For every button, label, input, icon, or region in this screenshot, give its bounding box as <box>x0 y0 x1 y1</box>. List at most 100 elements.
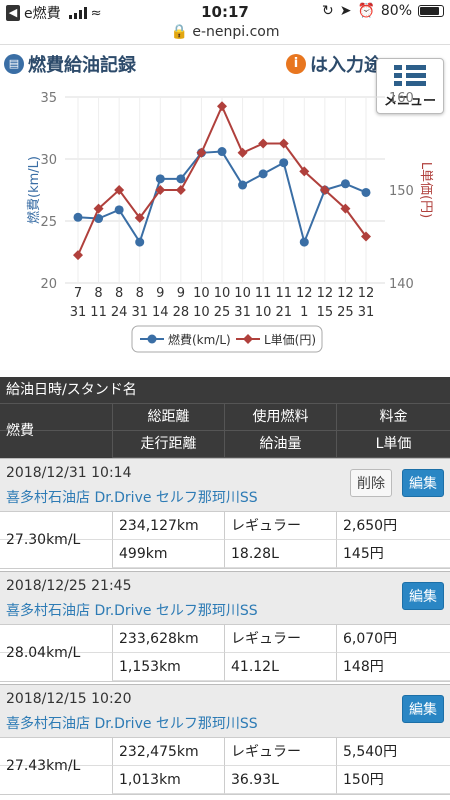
notice-link[interactable]: i は入力途 <box>286 51 382 77</box>
entry-efficiency: 27.43km/L <box>0 738 112 774</box>
x-tick-label: 11 <box>90 305 107 320</box>
x-tick-label: 9 <box>177 286 185 301</box>
entry-unit-price: 145円 <box>336 540 450 568</box>
back-arrow-icon[interactable]: ◀ <box>6 5 20 21</box>
data-point <box>258 138 269 149</box>
entry-price: 6,070円 <box>336 625 450 653</box>
page-header: ▤ 燃費給油記録 i は入力途 <box>0 44 450 80</box>
y-left-tick: 25 <box>40 215 57 230</box>
notice-text: は入力途 <box>310 55 382 76</box>
entry-trip-distance: 1,013km <box>112 766 224 794</box>
edit-button[interactable]: 編集 <box>402 695 444 723</box>
legend-marker <box>147 334 157 344</box>
data-point <box>217 147 227 157</box>
location-icon: ➤ <box>339 3 352 19</box>
battery-icon <box>418 5 444 17</box>
entry-datetime: 2018/12/15 10:20 <box>6 691 132 707</box>
entry-total-distance: 233,628km <box>112 625 224 653</box>
legend-box <box>131 325 323 353</box>
data-point <box>319 185 330 195</box>
data-point <box>279 158 289 168</box>
list-menu-icon <box>394 65 426 87</box>
entry-price: 2,650円 <box>336 512 450 540</box>
data-point <box>176 174 186 184</box>
data-point <box>135 237 145 247</box>
url-text: e-nenpi.com <box>192 24 280 40</box>
x-tick-label: 25 <box>337 305 354 320</box>
entry-datetime: 2018/12/31 10:14 <box>6 465 132 481</box>
col-price: 料金 <box>336 404 450 431</box>
delete-button[interactable]: 削除 <box>350 469 392 497</box>
x-tick-label: 28 <box>173 305 190 320</box>
data-point <box>361 231 371 242</box>
x-tick-label: 7 <box>74 286 82 301</box>
x-tick-label: 10 <box>255 305 272 320</box>
info-icon: i <box>286 54 306 74</box>
x-tick-label: 12 <box>358 286 375 301</box>
x-tick-label: 10 <box>193 305 210 320</box>
page-title: 燃費給油記録 <box>28 55 136 76</box>
entry-efficiency: 28.04km/L <box>0 625 112 661</box>
battery-percent: 80% <box>380 3 412 19</box>
x-tick-label: 31 <box>131 305 148 320</box>
col-unit-price: L単価 <box>336 431 450 458</box>
y-left-tick: 20 <box>40 277 57 292</box>
x-tick-label: 11 <box>255 286 272 301</box>
url-bar[interactable]: 🔒 e-nenpi.com <box>0 24 450 44</box>
data-point <box>114 185 125 195</box>
y-right-label: L単価(円) <box>418 162 434 218</box>
data-point <box>134 212 145 223</box>
entry-trip-distance: 499km <box>112 540 224 568</box>
x-tick-label: 12 <box>296 286 313 301</box>
entry-fuel-amount: 36.93L <box>224 766 336 794</box>
entry-unit-price: 150円 <box>336 766 450 794</box>
x-tick-label: 10 <box>214 286 231 301</box>
entry-datetime: 2018/12/25 21:45 <box>6 578 132 594</box>
status-bar: ◀ e燃費 ≈ 10:17 ↻ ➤ ⏰ 80% <box>0 0 450 24</box>
list-item: 2018/12/25 21:45 喜多村石油店 Dr.Drive セルフ那珂川S… <box>0 571 450 682</box>
entry-station-link[interactable]: 喜多村石油店 Dr.Drive セルフ那珂川SS <box>6 603 258 619</box>
data-point <box>299 166 310 177</box>
wifi-icon: ≈ <box>90 5 102 21</box>
data-point <box>299 237 309 247</box>
entry-station-link[interactable]: 喜多村石油店 Dr.Drive セルフ那珂川SS <box>6 490 258 506</box>
data-point <box>73 250 83 261</box>
data-point <box>73 212 83 222</box>
entry-total-distance: 234,127km <box>112 512 224 540</box>
entry-total-distance: 232,475km <box>112 738 224 766</box>
entry-station-link[interactable]: 喜多村石油店 Dr.Drive セルフ那珂川SS <box>6 716 258 732</box>
y-left-tick: 35 <box>40 91 57 106</box>
x-tick-label: 9 <box>156 286 164 301</box>
list-item: 2018/12/31 10:14 喜多村石油店 Dr.Drive セルフ那珂川S… <box>0 458 450 569</box>
data-point <box>340 203 351 214</box>
legend-label: 燃費(km/L) <box>168 332 231 347</box>
x-tick-label: 11 <box>275 286 292 301</box>
menu-button[interactable]: メニュー <box>376 58 444 114</box>
edit-button[interactable]: 編集 <box>402 582 444 610</box>
list-item: 2018/12/15 10:20 喜多村石油店 Dr.Drive セルフ那珂川S… <box>0 684 450 795</box>
table-title: 給油日時/スタンド名 <box>0 377 450 404</box>
col-total-distance: 総距離 <box>112 404 224 431</box>
back-app-label[interactable]: e燃費 <box>24 6 61 22</box>
data-point <box>93 203 104 214</box>
clock: 10:17 <box>201 3 249 21</box>
x-tick-label: 12 <box>317 286 334 301</box>
data-point <box>155 174 165 184</box>
x-tick-label: 8 <box>94 286 102 301</box>
alarm-icon: ⏰ <box>357 3 375 19</box>
data-point <box>340 179 350 189</box>
data-point <box>361 187 371 197</box>
col-fuel-type: 使用燃料 <box>224 404 336 431</box>
entry-fuel-type: レギュラー <box>224 738 336 766</box>
x-tick-label: 25 <box>214 305 231 320</box>
data-point <box>196 147 207 158</box>
edit-button[interactable]: 編集 <box>402 469 444 497</box>
data-point <box>278 138 289 149</box>
entry-fuel-type: レギュラー <box>224 512 336 540</box>
x-tick-label: 10 <box>234 286 251 301</box>
data-point <box>175 185 186 195</box>
menu-label: メニュー <box>383 94 436 109</box>
entry-price: 5,540円 <box>336 738 450 766</box>
data-point <box>155 185 166 195</box>
y-left-label: 燃費(km/L) <box>26 156 42 224</box>
